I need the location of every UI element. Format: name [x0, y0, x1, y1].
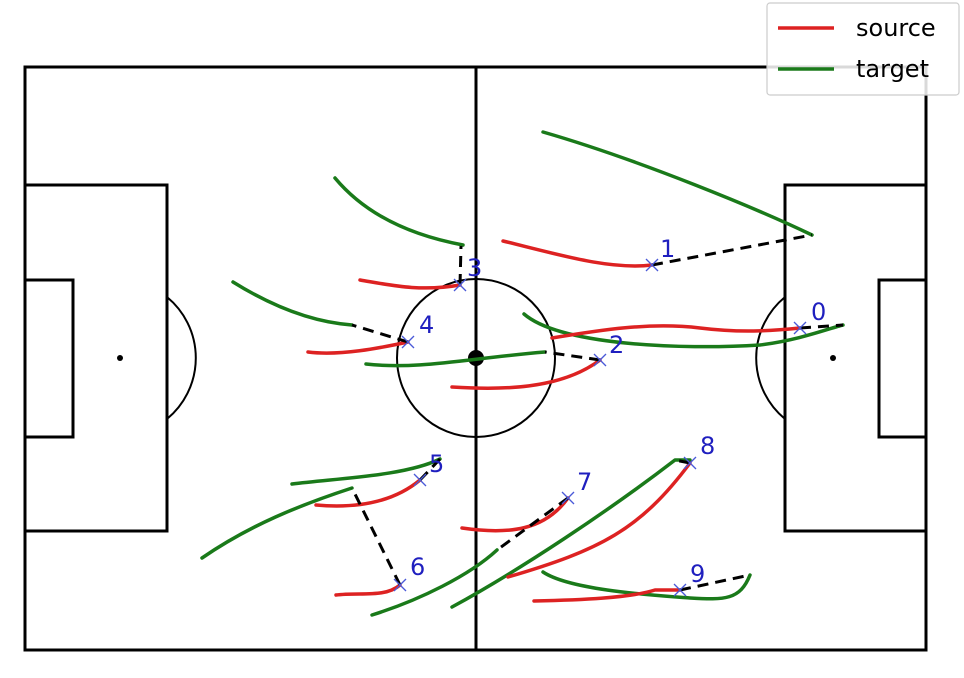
player-marker-5	[413, 473, 427, 487]
association-line-7	[496, 496, 569, 552]
left-penalty-spot	[117, 355, 123, 361]
pitch	[23, 65, 928, 652]
source-trajectory-5	[314, 478, 422, 508]
right-penalty-box	[783, 183, 928, 533]
source-trajectories	[306, 239, 802, 603]
player-label-7: 7	[577, 468, 592, 496]
left-penalty-arc	[166, 296, 197, 420]
player-marker-8	[683, 456, 697, 470]
legend: source target	[766, 2, 960, 96]
association-line-9	[679, 573, 751, 592]
legend-target-label: target	[856, 55, 929, 83]
target-trajectory-0	[522, 312, 845, 349]
center-circle	[396, 278, 556, 438]
player-marker-2	[593, 353, 607, 367]
association-line-4	[351, 323, 409, 344]
player-label-8: 8	[700, 432, 715, 460]
association-line-3	[458, 245, 463, 286]
association-line-2	[544, 350, 601, 362]
target-trajectory-5	[290, 457, 442, 486]
left-goal-box	[23, 278, 75, 439]
target-trajectory-3	[333, 176, 465, 247]
player-labels: 0 1 2 3 4 5 6 7 8 9	[410, 235, 826, 588]
player-label-9: 9	[690, 560, 705, 588]
target-trajectory-2	[364, 350, 547, 368]
player-label-5: 5	[429, 450, 444, 478]
target-trajectory-1	[541, 130, 814, 237]
player-label-2: 2	[609, 331, 624, 359]
legend-source-label: source	[856, 14, 936, 42]
player-label-3: 3	[467, 254, 482, 282]
player-label-1: 1	[660, 235, 675, 263]
player-marker-9	[673, 583, 687, 597]
association-line-0	[799, 323, 844, 330]
target-trajectory-9	[541, 570, 752, 601]
target-trajectory-8	[450, 458, 692, 609]
association-lines	[350, 233, 844, 592]
player-label-6: 6	[410, 553, 425, 581]
player-markers	[393, 258, 807, 597]
target-trajectory-6	[200, 486, 354, 560]
player-label-0: 0	[811, 298, 826, 326]
player-marker-3	[453, 278, 467, 292]
player-marker-0	[793, 321, 807, 335]
source-trajectory-3	[358, 278, 462, 290]
source-trajectory-9	[532, 588, 682, 603]
right-penalty-arc	[755, 296, 786, 420]
association-line-8	[674, 458, 691, 465]
player-marker-4	[401, 335, 415, 349]
right-penalty-spot	[830, 355, 836, 361]
association-line-1	[651, 233, 813, 267]
player-marker-1	[645, 258, 659, 272]
source-trajectory-8	[506, 461, 692, 579]
source-trajectory-0	[550, 324, 802, 340]
source-trajectory-6	[334, 583, 402, 597]
source-trajectory-2	[450, 358, 602, 391]
source-trajectory-4	[306, 340, 410, 355]
right-goal-box	[877, 278, 928, 439]
association-line-6	[350, 487, 402, 586]
target-trajectory-7	[370, 548, 499, 617]
source-trajectory-7	[460, 496, 570, 533]
source-trajectory-1	[501, 239, 654, 268]
player-label-4: 4	[419, 311, 434, 339]
left-penalty-box	[23, 183, 169, 533]
target-trajectory-4	[231, 280, 354, 327]
target-trajectories	[200, 130, 845, 617]
player-marker-7	[561, 491, 575, 505]
player-marker-6	[393, 578, 407, 592]
legend-box	[766, 2, 960, 96]
